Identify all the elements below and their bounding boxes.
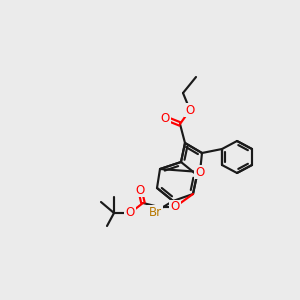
- Text: O: O: [125, 206, 135, 220]
- Text: O: O: [185, 103, 195, 116]
- Text: O: O: [160, 112, 169, 124]
- Text: O: O: [195, 166, 205, 178]
- Text: O: O: [135, 184, 145, 196]
- Text: O: O: [170, 200, 180, 214]
- Text: Br: Br: [148, 206, 162, 218]
